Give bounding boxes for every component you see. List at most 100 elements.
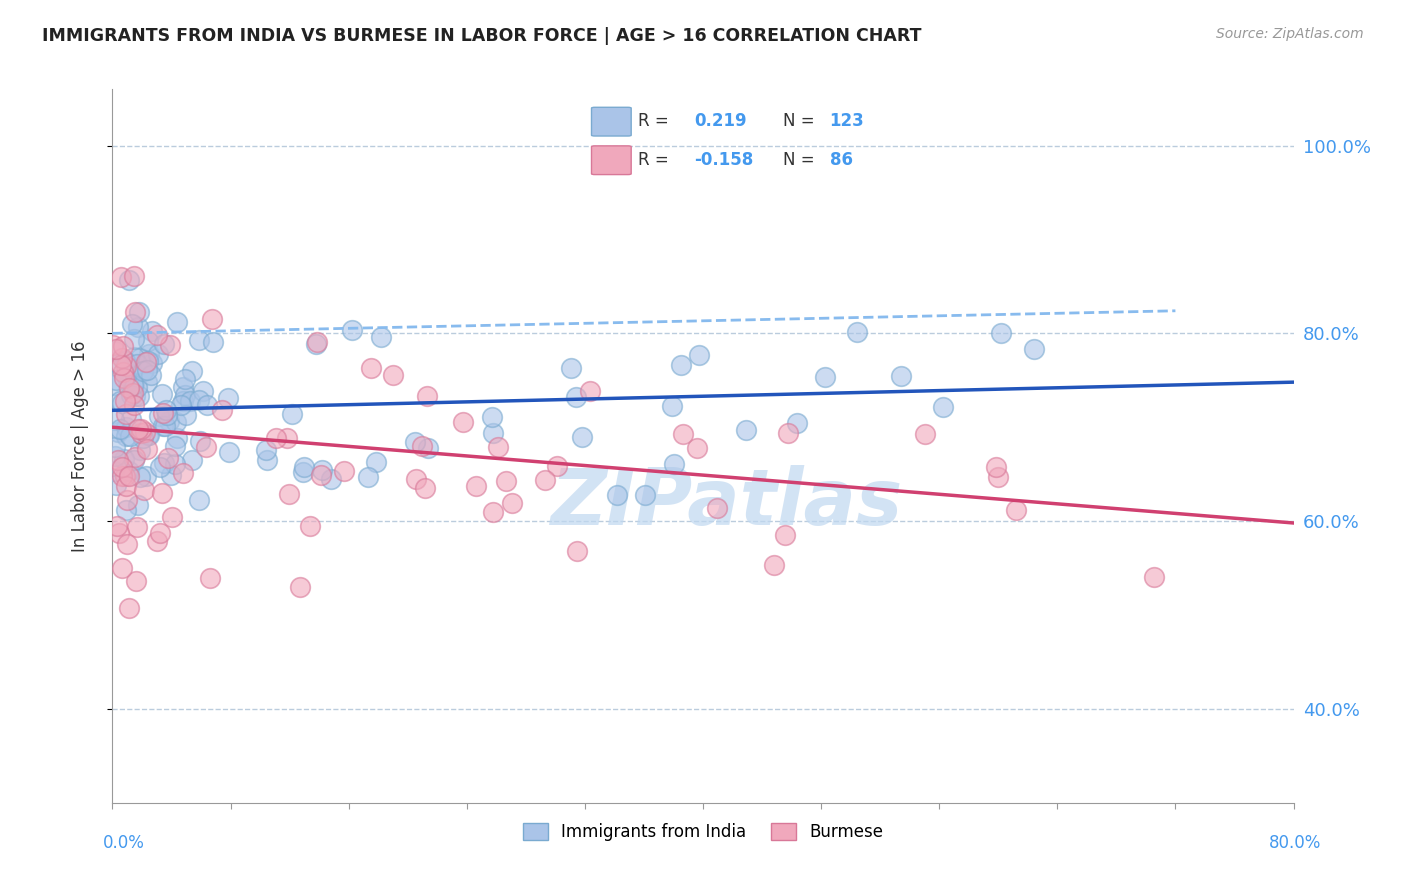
Point [110, 269, 132, 284]
Point [127, 422, 149, 436]
Point [127, 320, 149, 334]
Point [686, 441, 709, 455]
Point [111, 395, 134, 409]
Text: 80.0%: 80.0% [1270, 834, 1322, 852]
Point [932, 400, 955, 414]
Point [118, 464, 141, 478]
Point [103, 377, 125, 392]
Point [342, 323, 364, 337]
Y-axis label: In Labor Force | Age > 16: In Labor Force | Age > 16 [70, 340, 89, 552]
Point [187, 493, 209, 508]
Point [128, 304, 150, 318]
Point [107, 425, 129, 440]
Point [114, 468, 136, 483]
Point [307, 335, 329, 350]
Point [155, 403, 177, 417]
Point [200, 570, 222, 584]
Text: Source: ZipAtlas.com: Source: ZipAtlas.com [1216, 27, 1364, 41]
Point [159, 338, 181, 352]
Point [195, 440, 218, 454]
Point [107, 357, 129, 371]
Point [191, 384, 214, 398]
Point [156, 408, 179, 422]
Point [174, 388, 197, 402]
Point [763, 558, 786, 572]
Point [150, 485, 173, 500]
Point [166, 431, 188, 445]
Point [1143, 570, 1166, 584]
Point [135, 355, 157, 369]
Point [370, 330, 392, 344]
Point [129, 422, 152, 436]
Point [276, 431, 298, 445]
Point [149, 525, 172, 540]
Point [465, 478, 488, 492]
Point [281, 408, 304, 422]
Point [146, 347, 169, 361]
Point [405, 472, 427, 486]
Point [411, 439, 433, 453]
Point [112, 365, 135, 379]
Point [129, 426, 152, 441]
Point [111, 469, 134, 483]
Point [121, 318, 143, 332]
Point [179, 393, 201, 408]
Point [139, 368, 162, 383]
Point [111, 351, 134, 365]
Point [110, 460, 132, 475]
Legend: Immigrants from India, Burmese: Immigrants from India, Burmese [516, 816, 890, 848]
Point [110, 561, 132, 575]
Point [364, 455, 387, 469]
Point [101, 338, 124, 352]
Point [150, 386, 173, 401]
Point [294, 459, 316, 474]
Point [311, 468, 333, 483]
Point [299, 518, 322, 533]
Point [292, 465, 315, 479]
Point [104, 440, 127, 454]
Point [105, 342, 128, 356]
Point [773, 528, 796, 542]
Point [669, 358, 692, 372]
Point [105, 478, 128, 492]
Point [120, 388, 142, 402]
Point [160, 510, 183, 524]
Point [118, 381, 141, 395]
Point [688, 348, 710, 362]
Point [141, 356, 163, 370]
Point [534, 473, 557, 487]
Point [416, 441, 439, 455]
Point [136, 354, 159, 368]
Point [108, 422, 131, 436]
Point [218, 444, 240, 458]
Point [1024, 342, 1046, 356]
Point [333, 464, 356, 478]
Point [115, 407, 138, 421]
Point [124, 450, 146, 464]
Point [890, 369, 912, 384]
Point [149, 460, 172, 475]
Point [124, 350, 146, 364]
Point [115, 359, 138, 373]
Point [195, 398, 218, 412]
Point [188, 334, 211, 348]
Point [173, 372, 195, 386]
Point [122, 453, 145, 467]
Point [571, 430, 593, 444]
Point [634, 487, 657, 501]
Point [606, 488, 628, 502]
Point [172, 380, 194, 394]
Point [115, 493, 138, 508]
Point [120, 428, 142, 442]
Point [108, 525, 131, 540]
Point [201, 334, 224, 349]
Point [172, 466, 194, 480]
Point [148, 409, 170, 424]
Point [157, 450, 180, 465]
Point [356, 470, 378, 484]
Point [122, 378, 145, 392]
Point [845, 325, 868, 339]
Point [278, 486, 301, 500]
Point [129, 469, 152, 483]
Point [132, 431, 155, 445]
